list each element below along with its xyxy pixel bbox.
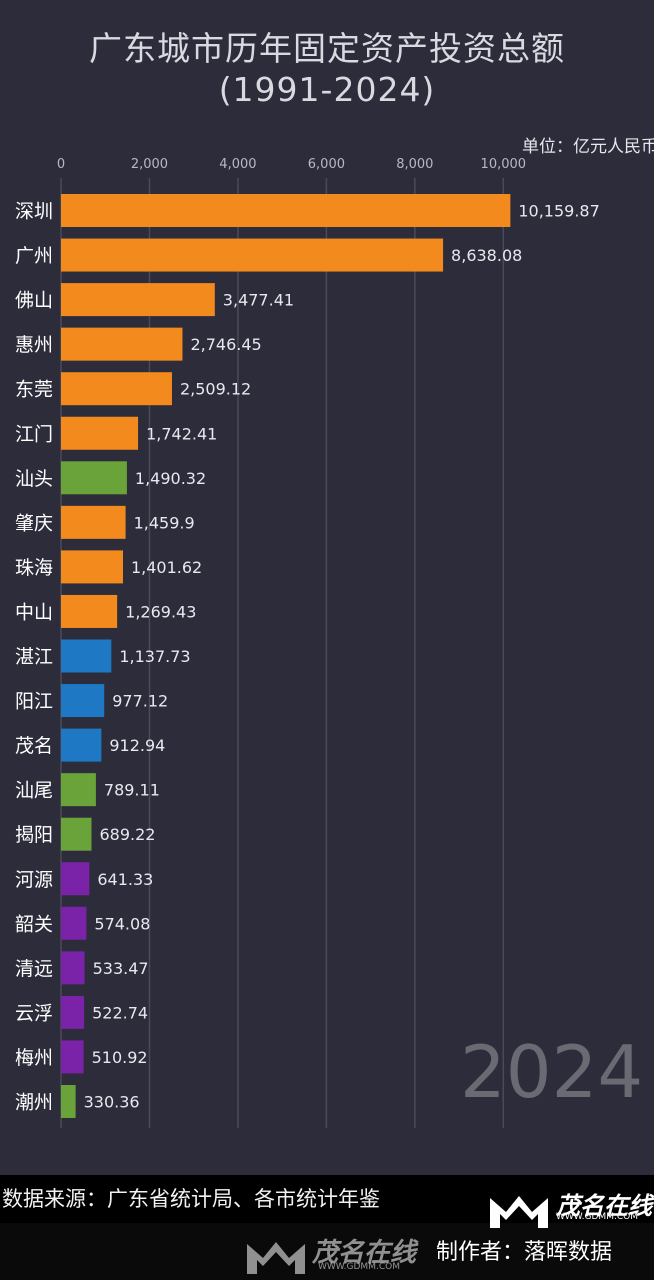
value-label: 2,509.12 (180, 380, 251, 399)
category-label: 江门 (15, 423, 53, 445)
maker-text: 制作者：落晖数据 (436, 1240, 613, 1265)
value-label: 977.12 (112, 692, 168, 711)
category-label: 珠海 (15, 557, 53, 579)
bar (61, 1085, 76, 1118)
value-label: 789.11 (104, 781, 160, 800)
value-label: 10,159.87 (518, 202, 599, 221)
category-label: 揭阳 (15, 824, 53, 846)
data-source-text: 数据来源：广东省统计局、各市统计年鉴 (2, 1187, 380, 1211)
value-label: 1,137.73 (119, 647, 190, 666)
bar (61, 461, 127, 495)
bar (61, 995, 85, 1029)
unit-label: 单位：亿元人民币 (522, 137, 654, 157)
bar (61, 1040, 84, 1074)
category-label: 佛山 (15, 290, 53, 312)
watermark-url: WWW.GDMM.COM (318, 1262, 400, 1272)
bar (61, 416, 139, 450)
category-label: 深圳 (15, 201, 53, 223)
bar (61, 594, 118, 628)
bar (61, 639, 112, 673)
bar (61, 684, 105, 718)
footer-maker-bar (0, 1223, 654, 1280)
category-label: 梅州 (15, 1047, 53, 1069)
category-label: 东莞 (15, 379, 53, 401)
bar (61, 194, 511, 227)
value-label: 641.33 (97, 870, 153, 889)
value-label: 1,490.32 (135, 469, 206, 488)
bar (61, 951, 85, 985)
category-label: 阳江 (15, 691, 53, 713)
category-label: 中山 (15, 601, 53, 623)
category-label: 汕尾 (15, 780, 53, 802)
value-label: 522.74 (92, 1003, 148, 1022)
watermark-logo-icon (488, 1190, 550, 1234)
bar (61, 817, 92, 851)
category-label: 广州 (15, 245, 53, 267)
bar (61, 728, 102, 762)
bar (61, 283, 215, 317)
category-label: 湛江 (15, 646, 53, 668)
year-label: 2024 (460, 1030, 644, 1114)
x-tick-label: 6,000 (308, 157, 345, 172)
bar (61, 327, 183, 361)
value-label: 8,638.08 (451, 246, 522, 265)
bar (61, 505, 126, 539)
value-label: 1,269.43 (125, 602, 196, 621)
value-label: 2,746.45 (190, 335, 261, 354)
category-label: 韶关 (15, 913, 53, 935)
value-label: 330.36 (84, 1093, 140, 1112)
watermark-url: WWW.GDMM.COM (556, 1212, 638, 1222)
value-label: 689.22 (99, 825, 155, 844)
chart-subtitle-years: (1991-2024) (218, 70, 436, 109)
value-label: 912.94 (109, 736, 165, 755)
category-label: 河源 (15, 869, 53, 891)
value-label: 1,742.41 (146, 424, 217, 443)
watermark-brand: 茂名在线 (556, 1192, 652, 1220)
x-tick-label: 10,000 (481, 157, 527, 172)
bar (61, 773, 96, 807)
category-label: 潮州 (15, 1092, 53, 1114)
bar (61, 906, 87, 940)
bar (61, 238, 444, 272)
category-label: 茂名 (15, 735, 53, 757)
value-label: 1,401.62 (131, 558, 202, 577)
category-label: 云浮 (15, 1002, 53, 1024)
category-label: 肇庆 (15, 512, 53, 534)
category-label: 汕头 (15, 468, 53, 490)
value-label: 533.47 (93, 959, 149, 978)
value-label: 574.08 (94, 914, 150, 933)
watermark-logo-icon (245, 1236, 307, 1280)
chart-title: 广东城市历年固定资产投资总额 (89, 29, 565, 68)
category-label: 清远 (15, 958, 53, 980)
x-tick-label: 4,000 (219, 157, 256, 172)
value-label: 1,459.9 (134, 513, 195, 532)
bar (61, 862, 90, 896)
bar (61, 550, 123, 584)
x-tick-label: 2,000 (131, 157, 168, 172)
category-label: 惠州 (15, 334, 53, 356)
value-label: 510.92 (92, 1048, 148, 1067)
bar (61, 372, 172, 406)
x-tick-label: 8,000 (396, 157, 433, 172)
watermark-brand: 茂名在线 (312, 1238, 417, 1268)
x-tick-label: 0 (57, 157, 65, 172)
value-label: 3,477.41 (223, 291, 294, 310)
bar-chart: 0 2,000 4,000 6,000 8,000 10,000 深圳 10,159.87 广州… (15, 157, 600, 1128)
